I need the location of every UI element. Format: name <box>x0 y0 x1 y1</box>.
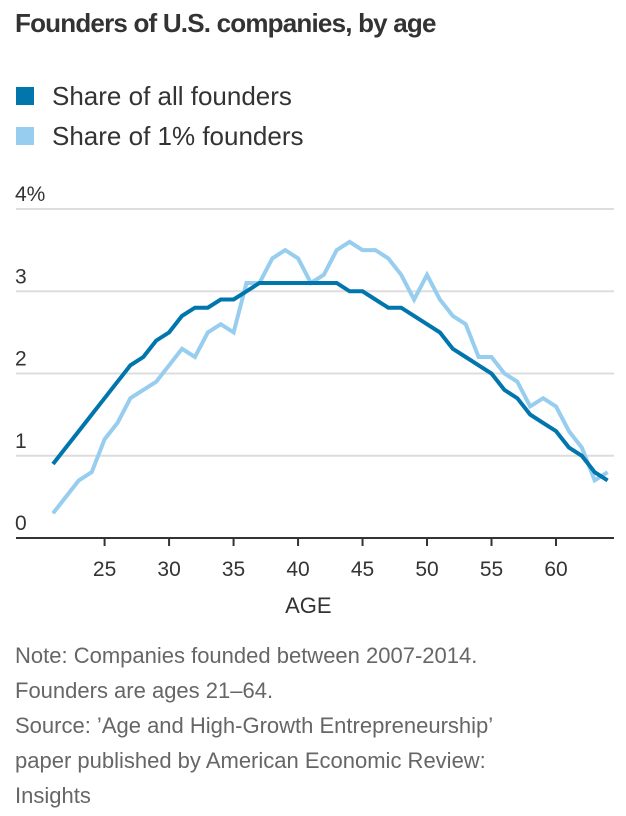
x-tick-label: 60 <box>544 558 567 581</box>
series-line-top-founders <box>51 239 609 515</box>
x-axis: 25 30 35 40 45 50 55 60 <box>16 537 614 581</box>
legend-label-all-founders: Share of all founders <box>52 80 292 111</box>
x-tick-label: 45 <box>351 558 374 581</box>
x-axis-label: AGE <box>285 593 331 618</box>
y-tick-label: 2 <box>15 348 27 371</box>
gridlines <box>16 208 614 457</box>
note-line-2: Founders are ages 21–64. <box>15 678 274 703</box>
x-tick-label: 25 <box>93 558 116 581</box>
x-tick-label: 30 <box>157 558 180 581</box>
y-tick-label: 1 <box>15 430 27 453</box>
y-tick-label: 3 <box>15 265 27 288</box>
legend-label-top-founders: Share of 1% founders <box>52 120 304 151</box>
series-line-all-founders <box>51 281 609 483</box>
source-line-1: Source: ’Age and High-Growth Entrepreneu… <box>15 713 494 738</box>
x-tick-label: 50 <box>415 558 438 581</box>
legend-swatch-all-founders <box>16 87 34 105</box>
x-tick-label: 40 <box>286 558 309 581</box>
chart-title: Founders of U.S. companies, by age <box>15 8 436 38</box>
y-tick-label: 4% <box>15 183 45 206</box>
note-line-1: Note: Companies founded between 2007-201… <box>15 643 478 668</box>
x-tick-label: 35 <box>222 558 245 581</box>
x-tick-label: 55 <box>480 558 503 581</box>
legend-item-all-founders: Share of all founders <box>16 76 304 116</box>
y-tick-label: 0 <box>15 512 27 535</box>
y-tick-labels: 0 1 2 3 4% <box>15 183 45 535</box>
line-chart: 0 1 2 3 4% 25 30 35 40 45 50 55 60 AGE <box>15 183 614 618</box>
legend: Share of all founders Share of 1% founde… <box>16 76 304 156</box>
series-lines <box>51 239 609 515</box>
source-line-2: paper published by American Economic Rev… <box>15 748 486 773</box>
legend-item-top-founders: Share of 1% founders <box>16 116 304 156</box>
legend-swatch-top-founders <box>16 127 34 145</box>
notes: Note: Companies founded between 2007-201… <box>15 638 615 813</box>
source-line-3: Insights <box>15 783 91 808</box>
